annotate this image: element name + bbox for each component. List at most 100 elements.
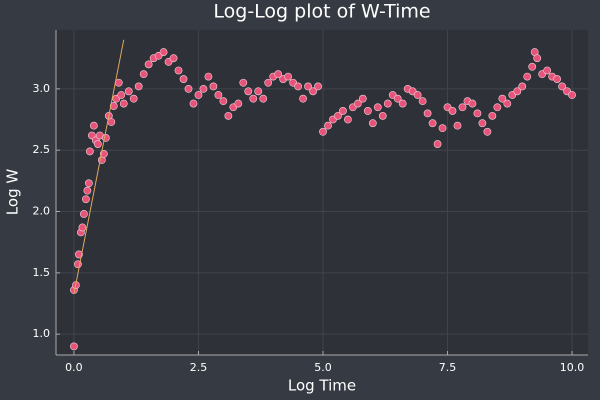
point [358,94,367,103]
chart-title: Log-Log plot of W-Time [213,1,430,23]
point [558,82,566,91]
point [453,121,462,130]
point [304,82,312,91]
point [139,70,148,79]
point [378,111,387,120]
y-tick-label: 1.5 [33,266,51,279]
point [438,124,447,133]
point [75,250,83,259]
point [493,103,502,112]
point [159,48,168,56]
point [528,62,537,71]
point [239,78,248,87]
point [234,99,243,108]
point [224,111,233,120]
point [353,99,362,108]
point [249,94,258,103]
point [478,119,487,128]
point [543,66,552,75]
point [503,99,512,108]
point [219,97,228,106]
point [473,109,482,118]
point [368,119,377,128]
point [189,99,198,108]
point [70,342,78,351]
point [523,72,532,81]
point [448,107,457,115]
x-tick-label: 0.0 [65,361,83,374]
x-tick-label: 7.5 [439,361,457,374]
point [199,84,208,93]
point [84,179,93,188]
point [423,109,432,118]
point [488,111,497,120]
point [284,72,293,81]
point [107,118,116,126]
point [274,70,283,79]
point [428,119,437,128]
point [299,94,307,103]
point [174,66,183,75]
x-tick-label: 5.0 [314,361,332,374]
point [78,223,87,232]
point [363,107,372,115]
point [319,127,327,136]
y-tick-label: 2.5 [33,143,51,156]
point [134,82,143,91]
point [383,99,392,108]
fit-line [73,39,125,294]
point [109,102,118,110]
point [344,115,352,124]
point [309,87,317,96]
point [398,99,407,108]
point [179,75,188,83]
plot-area [56,30,588,355]
point [568,91,576,99]
point [413,91,422,99]
point [124,87,133,96]
point [79,210,88,218]
point [81,195,90,204]
y-tick-label: 3.0 [33,82,51,95]
point [204,72,213,81]
point [324,121,332,130]
point [553,75,562,83]
point [518,82,527,91]
point [83,186,92,195]
point [264,78,273,87]
x-tick-label: 2.5 [190,361,208,374]
point [214,91,223,99]
x-tick-label: 10.0 [560,361,585,374]
y-tick-label: 2.0 [33,205,51,218]
point [334,111,342,120]
point [513,87,522,96]
y-axis-label: Log W [4,169,22,216]
point [314,82,322,91]
y-tick-label: 1.0 [33,327,51,340]
point [85,147,94,156]
point [117,91,126,99]
point [184,84,193,93]
point [119,99,128,108]
point [129,94,138,103]
point [169,54,178,63]
point [339,107,347,115]
point [498,94,507,103]
point [433,140,442,148]
point [209,82,218,91]
point [373,103,382,112]
point [101,134,110,142]
point [244,87,253,96]
point [458,103,467,112]
point [259,94,268,103]
point [418,97,427,106]
point [393,94,402,103]
point [294,82,302,91]
point [93,140,102,148]
point [144,60,153,69]
point [483,127,492,136]
point [533,54,542,63]
point [254,87,263,96]
point [468,99,477,108]
